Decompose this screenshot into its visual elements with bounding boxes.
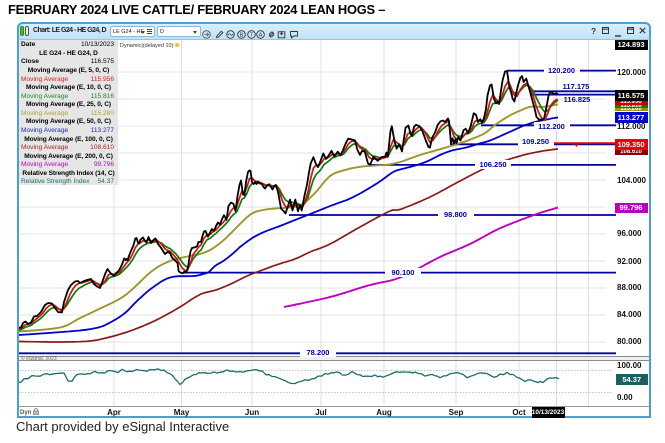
svg-text:T: T xyxy=(249,33,253,39)
svg-text:B: B xyxy=(240,33,244,39)
svg-text:A: A xyxy=(259,33,263,39)
